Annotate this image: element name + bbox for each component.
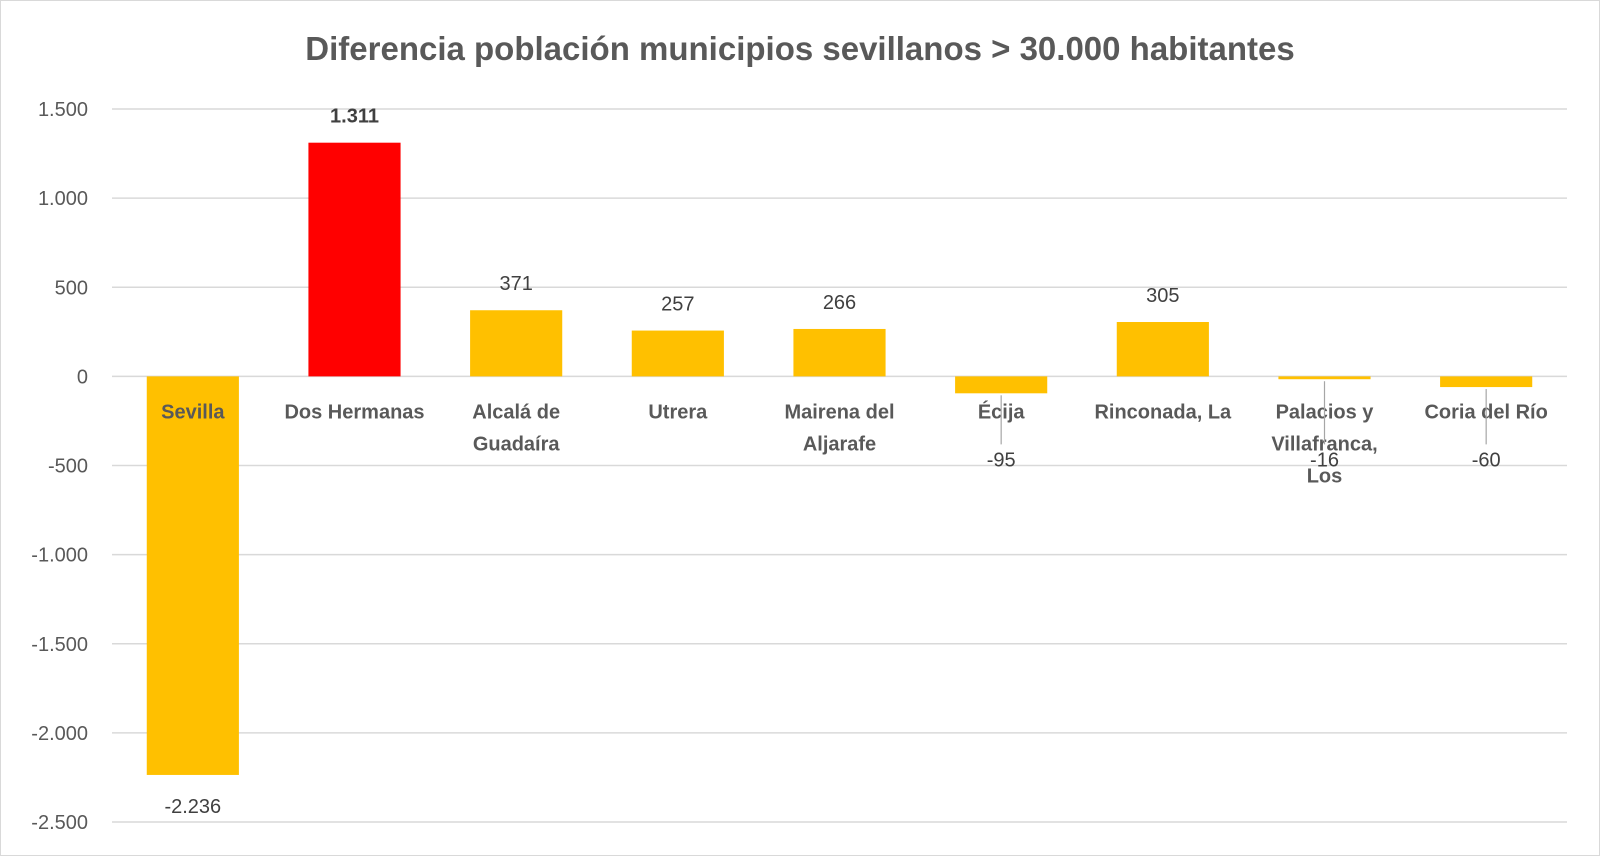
- data-label: -95: [987, 449, 1016, 471]
- chart-title: Diferencia población municipios sevillan…: [305, 30, 1294, 67]
- category-label: Dos Hermanas: [284, 401, 424, 423]
- y-tick-label: -500: [48, 456, 88, 478]
- data-label: -60: [1472, 449, 1501, 471]
- bars: [146, 142, 1533, 775]
- category-labels: Sevilla Dos Hermanas Alcalá de Guadaíra Utre…: [161, 400, 1548, 487]
- y-tick-label: -2.000: [31, 723, 88, 745]
- data-label: 266: [823, 292, 856, 314]
- data-labels: -2.236 1.311 371 257 266 -95 305 -16 -60: [164, 106, 1500, 818]
- bar: [631, 330, 724, 377]
- category-label: Mairena del Aljarafe: [784, 401, 894, 455]
- y-tick-label: -2.500: [31, 812, 88, 834]
- bar: [793, 328, 886, 377]
- y-tick-label: 500: [55, 277, 88, 299]
- category-label: Alcalá de Guadaíra: [472, 401, 560, 455]
- bar: [470, 310, 563, 377]
- data-label: 257: [661, 294, 694, 316]
- y-tick-label: 1.000: [38, 188, 88, 210]
- data-label: -16: [1310, 449, 1339, 471]
- category-label: Utrera: [648, 401, 708, 423]
- data-label: -2.236: [164, 796, 221, 818]
- data-label: 371: [499, 273, 532, 295]
- y-tick-label: -1.000: [31, 545, 88, 567]
- category-label: Sevilla: [161, 401, 225, 423]
- bar: [955, 376, 1048, 394]
- bar: [1116, 322, 1209, 377]
- data-label: 305: [1146, 285, 1179, 307]
- y-tick-label: 1.500: [38, 99, 88, 121]
- bar: [146, 376, 239, 775]
- y-tick-label: 0: [77, 366, 88, 388]
- y-tick-label: -1.500: [31, 634, 88, 656]
- bar: [1440, 376, 1533, 388]
- bar: [308, 142, 401, 377]
- data-label: 1.311: [330, 106, 379, 128]
- y-axis-ticks: 1.500 1.000 500 0 -500 -1.000 -1.500 -2.000 -2.5…: [31, 99, 88, 834]
- category-label: Rinconada, La: [1094, 401, 1232, 423]
- bar: [1278, 376, 1371, 380]
